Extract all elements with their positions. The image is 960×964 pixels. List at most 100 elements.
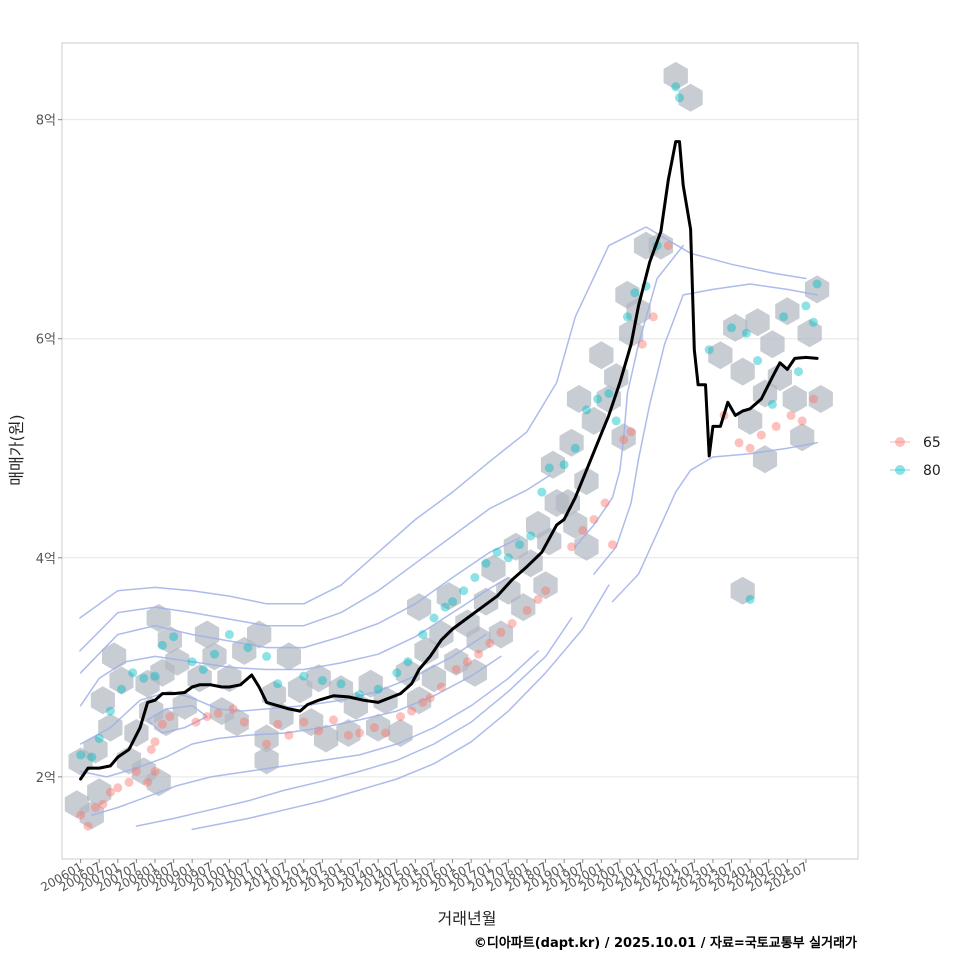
scatter-point-65 bbox=[284, 730, 294, 740]
density-contour-layer bbox=[79, 226, 818, 831]
scatter-point-65 bbox=[474, 649, 484, 659]
scatter-point-65 bbox=[314, 726, 324, 736]
scatter-point-80 bbox=[448, 597, 458, 607]
scatter-point-65 bbox=[396, 712, 405, 722]
scatter-point-65 bbox=[239, 717, 249, 727]
legend-key-dot bbox=[895, 465, 905, 475]
scatter-point-65 bbox=[76, 810, 86, 820]
hexbin-cell bbox=[723, 313, 748, 342]
scatter-point-65 bbox=[797, 416, 807, 426]
scatter-point-80 bbox=[779, 312, 789, 322]
scatter-point-80 bbox=[704, 345, 714, 355]
scatter-point-80 bbox=[139, 673, 149, 683]
hexbin-cell bbox=[194, 620, 220, 649]
scatter-point-65 bbox=[83, 821, 93, 831]
scatter-point-65 bbox=[578, 525, 588, 535]
hexbin-cell bbox=[247, 620, 272, 649]
hexbin-cell bbox=[619, 319, 644, 348]
scatter-point-80 bbox=[373, 684, 383, 694]
scatter-point-65 bbox=[808, 394, 818, 404]
scatter-point-65 bbox=[745, 443, 755, 453]
scatter-point-80 bbox=[630, 288, 640, 298]
scatter-point-65 bbox=[533, 594, 543, 604]
scatter-point-80 bbox=[526, 531, 536, 541]
scatter-point-65 bbox=[541, 586, 551, 596]
hexbin-cell bbox=[596, 385, 621, 413]
hexbin-cell bbox=[366, 713, 391, 742]
y-tick-label: 4억 bbox=[36, 552, 56, 567]
scatter-point-80 bbox=[273, 679, 283, 689]
scatter-point-80 bbox=[128, 668, 138, 678]
hexbin-cell bbox=[287, 675, 313, 704]
scatter-point-80 bbox=[481, 558, 491, 568]
hexbin-cell bbox=[407, 686, 432, 715]
scatter-point-65 bbox=[213, 708, 223, 718]
hexbin-cell bbox=[555, 489, 580, 517]
hexbin-cell bbox=[808, 385, 833, 413]
hexbin-cell bbox=[202, 642, 227, 671]
density-contour bbox=[79, 633, 487, 745]
scatter-point-65 bbox=[91, 803, 100, 812]
scatter-point-80 bbox=[470, 573, 480, 582]
hexbin-cell bbox=[444, 647, 469, 676]
density-contour bbox=[135, 617, 573, 827]
hexbin-cell bbox=[421, 664, 447, 693]
scatter-point-65 bbox=[589, 515, 599, 524]
scatter-point-80 bbox=[767, 399, 777, 409]
scatter-point-65 bbox=[165, 712, 175, 722]
x-axis-title: 거래년월 bbox=[438, 909, 497, 928]
scatter-point-80 bbox=[515, 540, 524, 550]
hexbin-cell bbox=[436, 582, 461, 611]
scatter-point-80 bbox=[808, 317, 818, 327]
scatter-point-80 bbox=[537, 487, 547, 497]
scatter-point-80 bbox=[611, 416, 621, 426]
scatter-point-65 bbox=[157, 719, 167, 729]
hexbin-cell bbox=[154, 708, 179, 737]
scatter-point-80 bbox=[187, 657, 197, 667]
legend-key-dot bbox=[895, 437, 905, 447]
scatter-point-65 bbox=[648, 312, 658, 322]
density-contour bbox=[79, 655, 502, 778]
scatter-point-65 bbox=[191, 717, 201, 727]
scatter-point-65 bbox=[418, 697, 428, 707]
hexbin-cell bbox=[559, 428, 584, 457]
scatter-point-80 bbox=[544, 463, 554, 473]
hexbin-cell bbox=[805, 275, 830, 304]
scatter-point-80 bbox=[794, 367, 803, 377]
hexbin-cell bbox=[496, 576, 521, 605]
density-contour bbox=[79, 474, 551, 652]
scatter-point-65 bbox=[462, 657, 472, 667]
legend-entry-65: 65 bbox=[890, 435, 941, 451]
hexbin-cell bbox=[83, 735, 108, 764]
hexbin-cell bbox=[232, 636, 257, 665]
scatter-point-80 bbox=[403, 657, 413, 667]
scatter-point-65 bbox=[262, 739, 272, 749]
scatter-point-80 bbox=[741, 328, 751, 338]
scatter-point-80 bbox=[622, 312, 632, 322]
hexbin-cell bbox=[730, 357, 755, 386]
hexbin-cell bbox=[775, 297, 800, 326]
hexbin-cell bbox=[157, 625, 182, 654]
scatter-point-80 bbox=[157, 640, 167, 650]
scatter-point-80 bbox=[105, 706, 115, 716]
hexbin-cell bbox=[109, 666, 134, 695]
hexbin-cell bbox=[540, 450, 566, 479]
scatter-point-80 bbox=[418, 630, 428, 639]
scatter-point-80 bbox=[492, 547, 502, 557]
grid-layer bbox=[62, 119, 858, 778]
scatter-point-65 bbox=[485, 638, 495, 648]
scatter-point-80 bbox=[336, 679, 346, 689]
hexbin-cell bbox=[90, 686, 115, 715]
hexbin-cell bbox=[511, 593, 536, 622]
legend-entry-80: 80 bbox=[890, 463, 941, 479]
scatter-point-65 bbox=[146, 745, 156, 754]
scatter-point-65 bbox=[124, 777, 134, 787]
scatter-point-65 bbox=[105, 787, 115, 797]
hexbin-cell bbox=[146, 604, 171, 632]
scatter-point-65 bbox=[98, 799, 108, 809]
scatter-point-65 bbox=[343, 730, 353, 740]
scatter-point-80 bbox=[429, 613, 439, 623]
scatter-point-80 bbox=[94, 734, 104, 743]
